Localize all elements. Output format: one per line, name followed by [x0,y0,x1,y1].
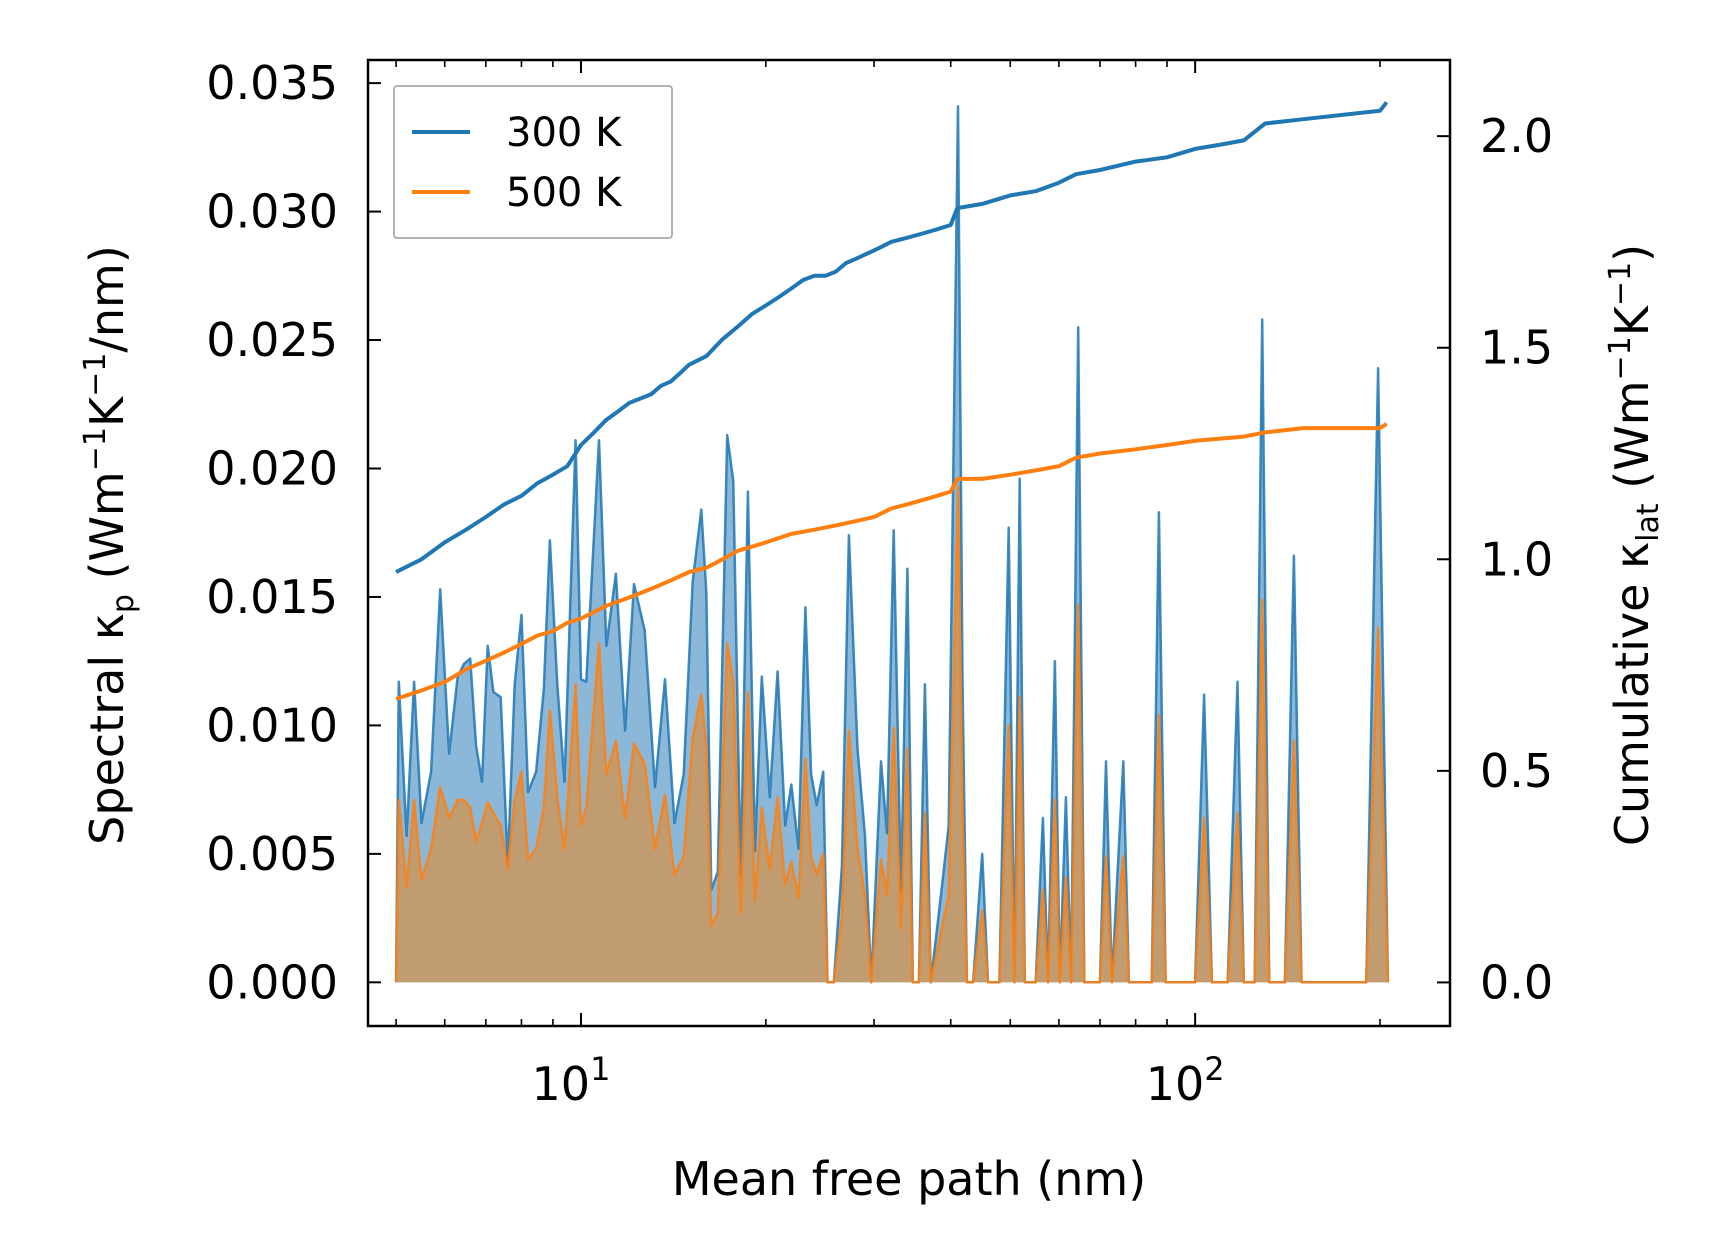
y-tick-label-left: 0.005 [206,827,338,881]
spectral-area-500k [396,486,1388,983]
y-tick-label-left: 0.020 [206,441,338,495]
y-tick-label-right: 0.0 [1480,955,1553,1009]
y-tick-label-left: 0.025 [206,313,338,367]
x-tick-label: 102 [1146,1050,1225,1111]
y-tick-label-left: 0.010 [206,698,338,752]
y-tick-label-left: 0.035 [206,56,338,110]
y-tick-label-left: 0.030 [206,185,338,239]
legend-frame [393,85,673,239]
ticks-layer: 0.000 0.005 0.010 0.015 0.020 0.025 0.030 0.035… [206,56,1553,1111]
legend-label-500k: 500 K [506,170,623,216]
y-tick-label-right: 0.5 [1480,744,1553,798]
x-tick-label: 101 [532,1050,611,1111]
legend-label-300k: 300 K [506,110,623,156]
cumulative-line-300k [395,101,1389,574]
y-tick-label-right: 1.0 [1480,532,1553,586]
x-axis-title: Mean free path (nm) [672,1152,1146,1206]
y-axis-title-left: Spectral κp (Wm−1K−1/nm) [78,245,141,845]
y-tick-label-right: 1.5 [1480,321,1553,375]
y-tick-label-left: 0.000 [206,955,338,1009]
y-axis-title-right: Cumulative κlat (Wm−1K−1) [1603,244,1666,846]
y-tick-label-left: 0.015 [206,570,338,624]
spectral-line-500k [394,485,1390,984]
y-tick-label-right: 2.0 [1480,109,1553,163]
cumulative-line-500k [395,422,1388,701]
legend: 300 K 500 K [393,85,673,239]
plot-frame [366,58,1452,1028]
series-layer [394,101,1390,984]
